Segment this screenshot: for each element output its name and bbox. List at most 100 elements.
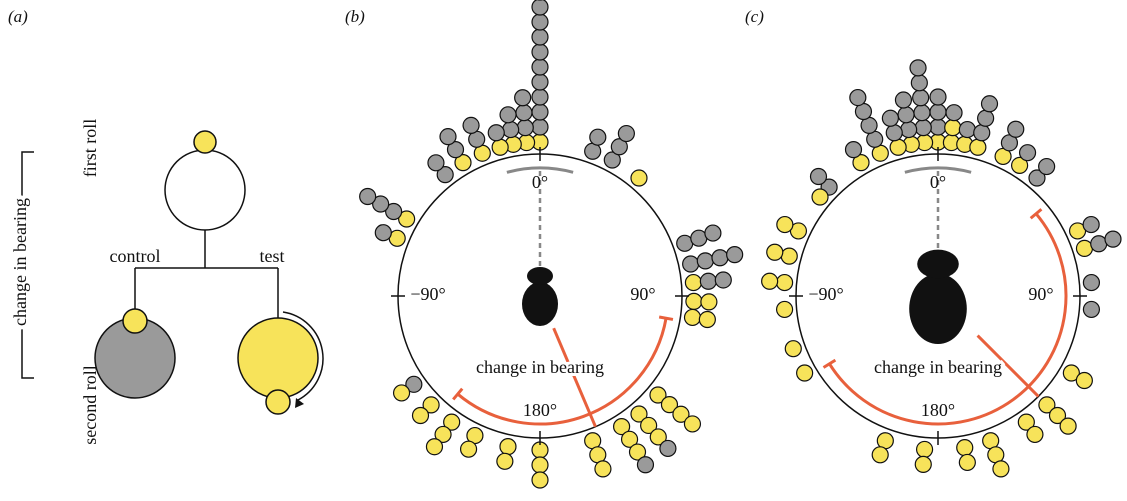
beetle-head bbox=[527, 267, 553, 285]
dot bbox=[603, 151, 621, 169]
panel-label: (c) bbox=[745, 7, 764, 26]
dot bbox=[714, 271, 732, 289]
beetle-head bbox=[917, 249, 959, 279]
dot bbox=[1082, 215, 1100, 234]
test-label: test bbox=[260, 246, 285, 266]
dot bbox=[784, 340, 802, 358]
dot bbox=[392, 384, 411, 402]
dot bbox=[914, 455, 932, 473]
dot bbox=[374, 224, 392, 242]
panel-c: 0° −90° 90° 180° change in bearing bbox=[761, 59, 1122, 478]
mean-bracket bbox=[904, 166, 972, 174]
dot bbox=[1104, 230, 1122, 248]
dot bbox=[704, 224, 722, 242]
dot bbox=[958, 453, 976, 472]
dot bbox=[531, 73, 549, 91]
dot bbox=[499, 438, 517, 456]
label-0: 0° bbox=[532, 172, 548, 192]
dot bbox=[649, 386, 667, 404]
dot bbox=[491, 138, 509, 156]
dot bbox=[1007, 120, 1025, 138]
dot bbox=[913, 104, 931, 122]
dot bbox=[711, 249, 729, 267]
dot bbox=[636, 456, 655, 474]
dot bbox=[956, 439, 974, 457]
dot bbox=[775, 273, 794, 292]
dot bbox=[1026, 425, 1044, 444]
dot bbox=[796, 364, 814, 382]
dot bbox=[1048, 406, 1067, 425]
dot bbox=[515, 104, 533, 122]
label-180: 180° bbox=[523, 400, 557, 420]
bearing-arc bbox=[828, 212, 1068, 426]
dot bbox=[1011, 156, 1029, 175]
dot bbox=[613, 417, 631, 436]
dot bbox=[531, 103, 549, 121]
dot bbox=[945, 104, 963, 122]
dot bbox=[617, 124, 635, 143]
dot bbox=[531, 13, 549, 31]
dot bbox=[698, 310, 716, 329]
dot bbox=[852, 154, 870, 172]
beetle bbox=[522, 282, 558, 326]
dot bbox=[496, 452, 514, 470]
label-90: 90° bbox=[630, 284, 655, 304]
dot bbox=[514, 89, 532, 107]
dot bbox=[915, 440, 934, 459]
bearing-tick bbox=[822, 358, 837, 369]
dot bbox=[1017, 413, 1035, 431]
dot bbox=[398, 210, 416, 228]
dot bbox=[531, 43, 549, 61]
dot bbox=[682, 255, 700, 273]
dot bbox=[427, 154, 445, 172]
dot bbox=[649, 428, 667, 446]
dot bbox=[436, 166, 454, 184]
dot bbox=[761, 272, 779, 290]
dot bbox=[780, 247, 798, 265]
tree bbox=[21, 151, 324, 401]
dot bbox=[929, 103, 947, 121]
dot bbox=[969, 138, 987, 156]
annotation: change in bearing bbox=[476, 357, 604, 377]
dot bbox=[531, 456, 549, 474]
dot bbox=[1059, 417, 1077, 435]
dot bbox=[531, 118, 549, 136]
bearing-arc bbox=[456, 317, 668, 426]
second-roll: second roll bbox=[80, 365, 100, 444]
dot bbox=[912, 89, 930, 107]
dot bbox=[958, 120, 976, 139]
dot bbox=[844, 141, 863, 159]
dot bbox=[443, 413, 461, 431]
dot bbox=[425, 438, 444, 456]
dot bbox=[811, 188, 829, 206]
dot bbox=[531, 28, 549, 46]
label-neg90: −90° bbox=[410, 284, 445, 304]
label-90: 90° bbox=[1028, 284, 1053, 304]
dot bbox=[1075, 239, 1094, 258]
dot bbox=[411, 406, 430, 425]
dot bbox=[1018, 144, 1037, 162]
dot bbox=[696, 252, 714, 270]
dot bbox=[910, 74, 928, 92]
dot bbox=[992, 460, 1010, 478]
dot bbox=[894, 91, 913, 109]
mean-bracket bbox=[506, 166, 574, 174]
dot bbox=[516, 119, 534, 137]
dot bbox=[766, 243, 784, 261]
change-in-bearing: change in bearing bbox=[10, 198, 30, 326]
annotation: change in bearing bbox=[874, 357, 1002, 377]
circle bbox=[164, 149, 246, 231]
dot bbox=[660, 396, 679, 414]
dot bbox=[434, 425, 452, 444]
dot bbox=[897, 106, 915, 124]
dot bbox=[1090, 235, 1108, 253]
bearing-tick bbox=[658, 315, 674, 321]
circle bbox=[237, 317, 319, 399]
dot bbox=[359, 187, 377, 206]
ball bbox=[265, 389, 291, 415]
dot bbox=[446, 141, 465, 159]
dot bbox=[610, 138, 628, 156]
dot bbox=[700, 293, 718, 311]
arrow-head bbox=[295, 398, 304, 408]
